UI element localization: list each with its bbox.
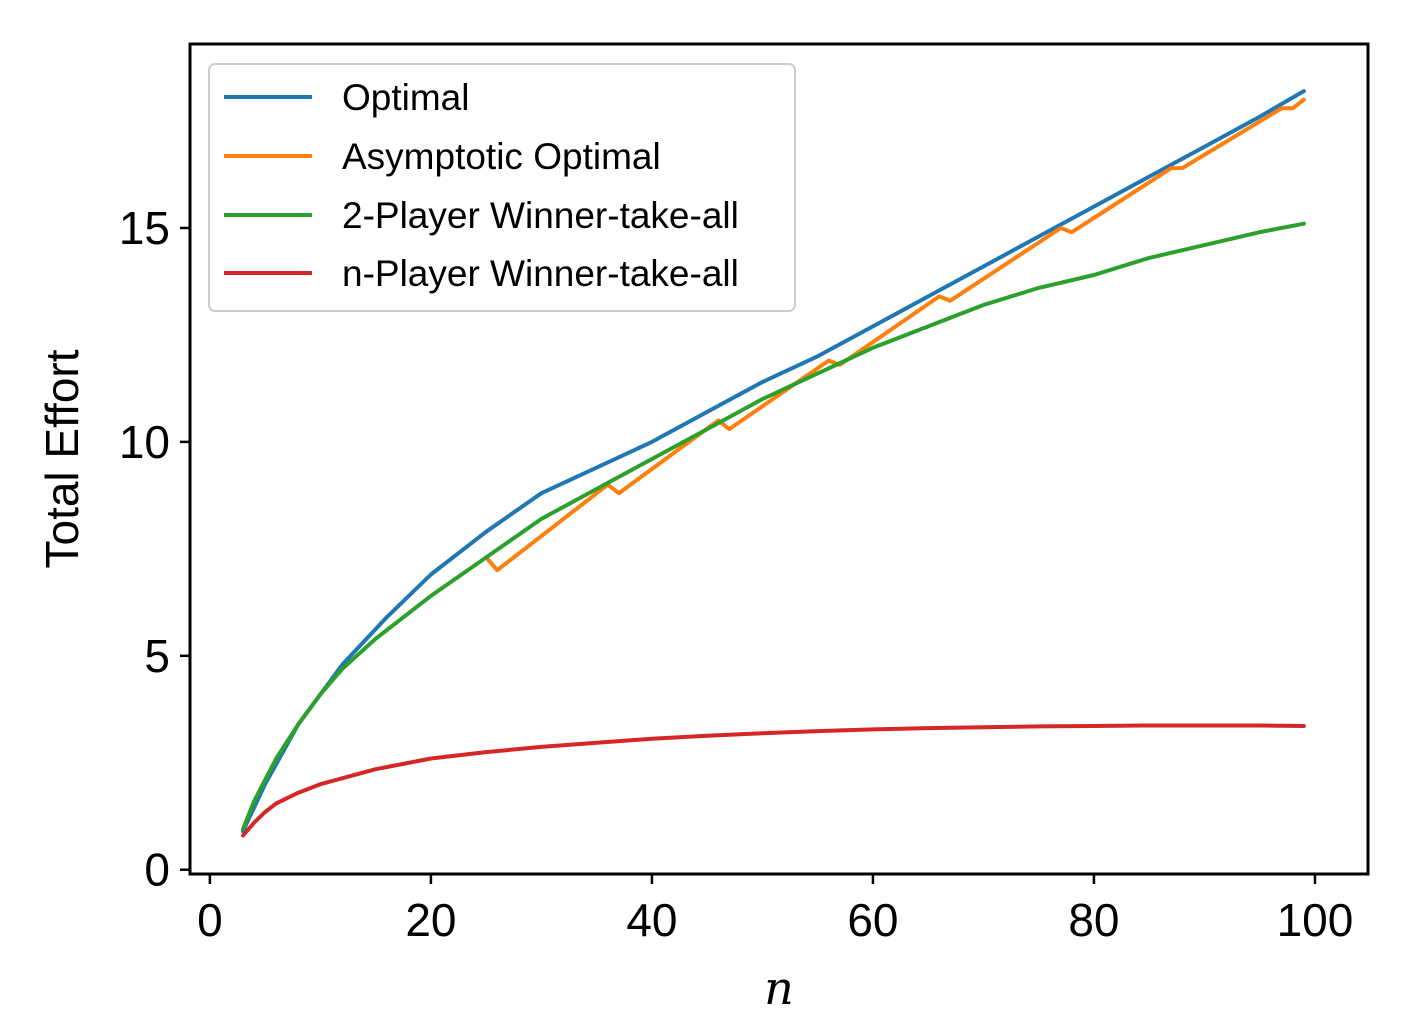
series-line-n-player-winner-take-all [241, 723, 1306, 838]
legend: Optimal Asymptotic Optimal 2-Player Winn… [208, 63, 796, 312]
y-tick-label: 10 [119, 416, 170, 468]
plot-frame [188, 42, 1370, 876]
x-tick-label: 60 [847, 894, 898, 946]
x-tick-label: 100 [1277, 894, 1354, 946]
legend-label-optimal: Optimal [342, 77, 469, 118]
y-tick-label: 5 [144, 630, 170, 682]
y-tick-label: 15 [119, 202, 170, 254]
series-line-optimal [241, 89, 1306, 834]
y-axis-title: Total Effort [36, 349, 88, 568]
legend-frame [208, 63, 796, 312]
x-tick-label: 20 [405, 894, 456, 946]
legend-label-n-player: n-Player Winner-take-all [342, 253, 739, 294]
legend-label-2-player: 2-Player Winner-take-all [342, 195, 739, 236]
series-line-2-player-winner-take-all [241, 221, 1306, 832]
y-tick-label: 0 [144, 844, 170, 896]
x-tick-label: 40 [626, 894, 677, 946]
series-line-asymptotic-optimal [484, 97, 1306, 573]
legend-label-asymptotic-optimal: Asymptotic Optimal [342, 136, 661, 177]
x-tick-label: 80 [1068, 894, 1119, 946]
y-axis: 0 5 10 15 [119, 202, 190, 896]
x-axis: 0 20 40 60 80 100 [197, 874, 1353, 946]
x-axis-title: n [764, 961, 794, 1015]
series-layer [241, 89, 1306, 838]
x-tick-label: 0 [197, 894, 223, 946]
